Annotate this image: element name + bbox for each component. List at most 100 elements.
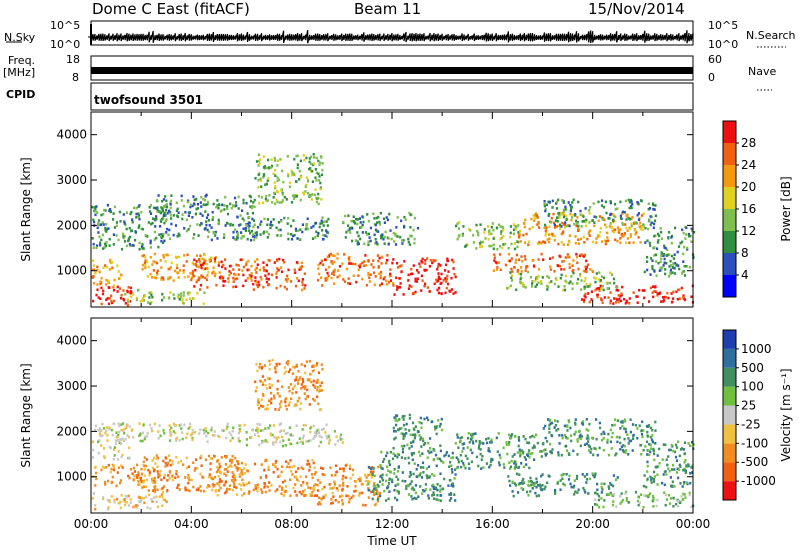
power-cell	[690, 227, 693, 231]
power-cell	[191, 216, 194, 219]
power-cell	[122, 236, 125, 240]
velocity-cell	[99, 434, 102, 438]
power-cell	[630, 222, 633, 225]
power-cell	[252, 225, 255, 229]
power-cell	[104, 209, 107, 212]
velocity-cell	[151, 459, 154, 462]
power-cell	[206, 228, 209, 232]
power-cell	[159, 211, 162, 215]
power-cell	[483, 231, 486, 234]
velocity-cell	[367, 487, 370, 490]
velocity-cell	[303, 387, 306, 390]
power-cell	[577, 238, 580, 241]
velocity-cell	[408, 417, 411, 420]
velocity-cell	[273, 366, 276, 369]
power-cell	[156, 261, 159, 265]
velocity-cell	[573, 433, 576, 436]
velocity-cell	[264, 484, 267, 488]
power-cell	[378, 272, 381, 275]
velocity-cell	[684, 458, 687, 462]
power-cell	[325, 220, 328, 223]
velocity-colorbar-band	[723, 405, 736, 425]
power-cell	[279, 284, 282, 288]
power-cell	[550, 216, 553, 220]
power-cell	[685, 233, 688, 236]
power-cell	[169, 291, 172, 294]
power-cell	[375, 241, 378, 244]
velocity-cell	[372, 467, 375, 470]
power-cell	[462, 225, 465, 228]
power-cell	[229, 202, 232, 206]
velocity-cell	[210, 426, 213, 429]
power-colorbar-tick-label: 12	[741, 224, 756, 238]
power-cell	[322, 224, 325, 227]
velocity-cell	[547, 418, 550, 421]
power-cell	[257, 164, 260, 167]
power-cell	[359, 221, 362, 224]
velocity-cell	[400, 444, 403, 448]
velocity-cell	[306, 463, 309, 466]
power-cell	[658, 234, 661, 238]
velocity-cell	[683, 480, 686, 484]
velocity-cell	[302, 385, 305, 389]
power-cell	[555, 278, 558, 282]
velocity-cell	[454, 473, 457, 476]
velocity-cell	[333, 480, 336, 484]
velocity-cell	[118, 430, 121, 434]
power-cell	[206, 200, 210, 204]
power-cell	[206, 267, 209, 270]
velocity-cell	[393, 416, 396, 419]
velocity-cell	[499, 456, 502, 460]
power-cell	[98, 223, 101, 227]
power-cell	[160, 233, 163, 236]
power-cell	[437, 275, 440, 279]
velocity-cell	[463, 442, 466, 445]
power-cell	[345, 230, 348, 234]
power-cell	[522, 221, 525, 225]
velocity-cell	[168, 477, 171, 480]
velocity-cell	[120, 423, 123, 426]
velocity-cell	[365, 476, 368, 479]
power-cell	[118, 287, 121, 290]
power-cell	[652, 295, 655, 299]
power-cell	[361, 215, 364, 218]
power-cell	[393, 293, 396, 296]
power-cell	[605, 240, 608, 243]
velocity-cell	[295, 478, 299, 481]
velocity-cell	[683, 493, 686, 496]
velocity-cell	[272, 470, 275, 474]
velocity-cell	[281, 435, 284, 439]
power-cell	[690, 240, 693, 243]
power-cell	[560, 273, 563, 277]
velocity-cell	[683, 461, 686, 464]
velocity-cell	[320, 497, 323, 501]
velocity-cell	[376, 499, 380, 503]
velocity-cell	[586, 473, 589, 476]
velocity-cell	[280, 470, 283, 474]
power-cell	[562, 243, 565, 246]
power-cell	[161, 217, 164, 221]
velocity-cell	[598, 421, 601, 425]
power-cell	[191, 272, 194, 276]
power-cell	[277, 221, 280, 224]
velocity-cell	[174, 424, 177, 427]
velocity-cell	[593, 447, 596, 450]
power-cell	[532, 264, 536, 268]
velocity-cell	[556, 480, 559, 484]
velocity-cell	[111, 433, 114, 437]
power-cell	[521, 259, 524, 263]
power-cell	[652, 207, 655, 211]
power-cell	[368, 280, 371, 283]
velocity-cell	[361, 503, 365, 507]
velocity-cell	[162, 429, 165, 432]
velocity-cell	[348, 500, 351, 504]
power-cell	[563, 285, 566, 288]
power-cell	[166, 211, 169, 215]
velocity-cell	[324, 431, 327, 434]
power-cell	[202, 302, 205, 305]
velocity-cell	[294, 470, 298, 474]
velocity-cell	[559, 479, 562, 482]
power-cell	[303, 287, 306, 290]
power-cell	[113, 226, 116, 229]
velocity-cell	[522, 477, 525, 481]
